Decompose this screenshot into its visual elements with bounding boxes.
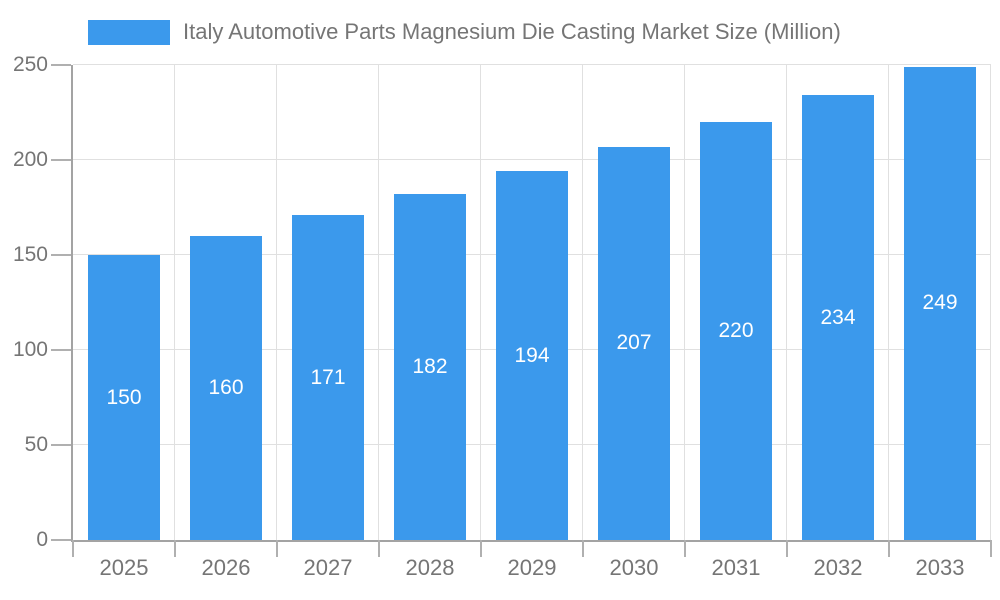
x-axis-label: 2030 <box>609 555 659 580</box>
v-gridline <box>684 65 685 540</box>
bar[interactable]: 160 <box>190 236 262 540</box>
v-gridline <box>378 65 379 540</box>
x-axis-label: 2031 <box>711 555 761 580</box>
bar[interactable]: 249 <box>904 66 976 540</box>
y-axis-label: 150 <box>12 243 48 266</box>
v-gridline <box>582 65 583 540</box>
bar-value-label: 150 <box>106 385 142 409</box>
x-axis-label: 2027 <box>303 555 353 580</box>
legend-swatch[interactable] <box>88 19 170 45</box>
v-gridline <box>990 65 991 540</box>
x-axis-label: 2029 <box>507 555 557 580</box>
legend-label: Italy Automotive Parts Magnesium Die Cas… <box>183 19 841 44</box>
y-axis-line <box>71 65 73 540</box>
y-axis-tick <box>51 254 71 256</box>
bar[interactable]: 182 <box>394 194 466 540</box>
x-axis-line <box>71 540 991 542</box>
x-axis-tick <box>174 540 176 557</box>
bar-value-label: 234 <box>820 305 856 329</box>
x-axis-label: 2028 <box>405 555 455 580</box>
bar-value-label: 194 <box>514 343 550 367</box>
y-axis-tick <box>51 444 71 446</box>
y-axis-label: 0 <box>36 528 48 551</box>
x-axis-tick <box>276 540 278 557</box>
bar[interactable]: 194 <box>496 171 568 540</box>
plot-area: 0 50 100 150 200 250 150 2025 160 2026 171 2027 182 2… <box>13 53 992 580</box>
y-axis-label: 100 <box>12 338 48 361</box>
bar[interactable]: 150 <box>88 255 160 540</box>
bar-value-label: 160 <box>208 376 244 399</box>
v-gridline <box>174 65 175 540</box>
bar[interactable]: 234 <box>802 95 874 540</box>
x-axis-label: 2025 <box>99 555 149 580</box>
h-gridline <box>73 64 991 65</box>
bar[interactable]: 207 <box>598 146 670 540</box>
x-axis-tick <box>582 540 584 557</box>
x-axis-tick <box>378 540 380 557</box>
bar[interactable]: 171 <box>292 215 364 540</box>
x-axis-tick <box>990 540 992 557</box>
h-gridline <box>73 159 991 160</box>
bar-value-label: 220 <box>718 319 754 342</box>
chart-legend[interactable]: Italy Automotive Parts Magnesium Die Cas… <box>88 19 841 45</box>
bar-value-label: 249 <box>922 291 958 315</box>
y-axis-label: 200 <box>12 148 48 171</box>
x-axis-label: 2033 <box>915 555 965 580</box>
y-axis-label: 50 <box>24 433 48 456</box>
v-gridline <box>888 65 889 540</box>
x-axis-tick <box>684 540 686 557</box>
v-gridline <box>786 65 787 540</box>
y-axis-label: 250 <box>12 53 48 76</box>
x-axis-label: 2032 <box>813 555 863 580</box>
y-axis-tick <box>51 349 71 351</box>
v-gridline <box>276 65 277 540</box>
bar-value-label: 207 <box>616 331 652 355</box>
x-axis-tick <box>786 540 788 557</box>
x-axis-tick <box>480 540 482 557</box>
v-gridline <box>480 65 481 540</box>
y-axis-tick <box>51 539 71 541</box>
bar-value-label: 182 <box>412 355 448 379</box>
x-axis-tick <box>888 540 890 557</box>
x-axis-tick <box>72 540 74 557</box>
bar[interactable]: 220 <box>700 122 772 540</box>
x-axis-label: 2026 <box>201 555 251 580</box>
bar-value-label: 171 <box>310 365 346 389</box>
y-axis-tick <box>51 64 71 66</box>
y-axis-tick <box>51 159 71 161</box>
